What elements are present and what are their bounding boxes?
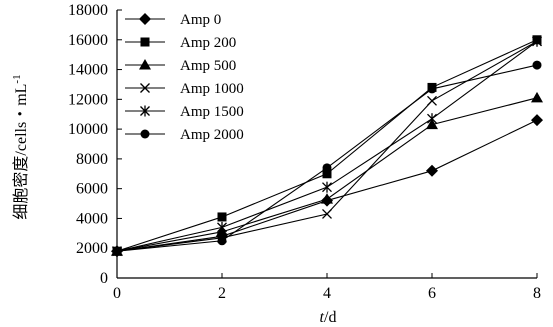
y-tick-label: 12000 [68,91,108,108]
y-axis-title-text: 细胞密度/cells・mL [12,84,30,220]
x-axis-title-variable: t [320,309,325,326]
y-tick-label: 16000 [68,32,108,49]
x-axis-title-unit: /d [324,309,336,326]
y-tick-label: 18000 [68,2,108,19]
legend-label: Amp 1500 [180,104,244,120]
y-tick-label: 6000 [76,181,108,198]
y-tick-label: 0 [100,270,108,287]
x-axis-ticks: 0 2 4 6 8 [113,273,541,302]
data-point [531,91,543,103]
legend-label: Amp 2000 [180,127,244,143]
data-point [217,236,227,246]
series-square [112,35,542,256]
data-point [322,209,332,219]
legend-entry: Amp 2000 [125,127,244,143]
y-tick-label: 8000 [76,151,108,168]
data-point [322,181,332,193]
data-point [427,95,437,106]
series-circle [112,60,542,256]
legend: Amp 0 Amp 200 Amp 500 Amp 1000 Amp 1500 Amp 2… [125,12,244,143]
legend-entry: Amp 200 [125,35,236,51]
y-tick-label: 2000 [76,240,108,257]
series-star [112,35,542,257]
x-tick-label: 2 [218,285,226,302]
legend-entry: Amp 0 [125,12,221,28]
data-point [217,221,227,233]
data-point [531,114,543,127]
legend-label: Amp 1000 [180,81,244,97]
data-point [217,212,227,222]
y-tick-label: 14000 [68,62,108,79]
data-point [427,113,437,125]
y-tick-label: 10000 [68,121,108,138]
data-point [322,163,332,173]
legend-entry: Amp 1000 [125,81,244,97]
data-point [322,169,332,179]
x-marker-stroke [140,83,150,93]
data-point [321,193,333,204]
legend-marker [139,13,151,25]
legend-marker [140,83,150,93]
y-axis-title-superscript: -1 [11,74,23,83]
data-point [532,60,542,70]
x-tick-label: 8 [533,285,541,302]
legend-entry: Amp 500 [125,58,236,74]
legend-marker [139,59,151,70]
x-tick-label: 6 [428,285,436,302]
x-tick-label: 4 [323,285,331,302]
legend-label: Amp 0 [180,12,221,28]
x-axis-title: t/d [320,309,337,326]
x-marker-stroke [427,95,437,106]
x-marker-stroke [322,209,332,219]
series-x [112,36,542,257]
y-tick-label: 4000 [76,210,108,227]
legend-marker [140,129,150,139]
legend-label: Amp 500 [180,58,236,74]
y-axis-title: 细胞密度/cells・mL-1 [11,74,30,219]
y-axis-ticks: 0 2000 4000 6000 8000 10000 12000 14000 16000 180… [68,2,122,287]
legend-marker [140,105,150,117]
data-point [112,246,122,256]
data-point [427,84,437,94]
legend-entry: Amp 1500 [125,104,244,120]
data-point [532,35,542,47]
data-point [426,164,438,177]
x-tick-label: 0 [113,285,121,302]
legend-marker [140,37,150,47]
series-layer [111,35,543,258]
legend-label: Amp 200 [180,35,236,51]
